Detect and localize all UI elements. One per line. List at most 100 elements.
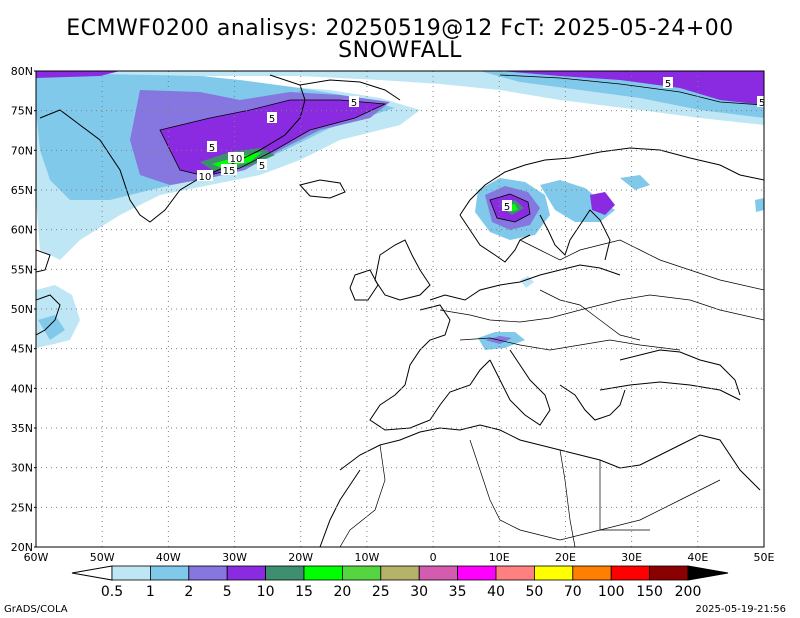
- longitude-label: 30E: [621, 551, 642, 564]
- contour-label-text: 5: [209, 143, 215, 154]
- contour-label-bg: [502, 200, 512, 211]
- contour-label-bg: [663, 77, 673, 88]
- colorbar-swatch: [303, 565, 343, 581]
- latitude-label: 40N: [11, 382, 33, 395]
- contour-label-text: 5: [269, 114, 275, 125]
- colorbar-swatch: [495, 565, 535, 581]
- colorbar-swatch: [188, 565, 228, 581]
- footer-right: 2025-05-19-21:56: [695, 604, 786, 615]
- colorbar-level-label: 2: [184, 584, 194, 600]
- contour-label-bg: [228, 152, 244, 163]
- latitude-labels: 80N 75N 70N 65N 60N 55N 50N 45N 40N 35N 30N 25N 20N: [11, 65, 36, 554]
- colorbar-level-label: 50: [525, 584, 544, 600]
- country-borders: [339, 239, 764, 547]
- longitude-label: 20E: [555, 551, 576, 564]
- contour-label-bg: [207, 141, 217, 152]
- colorbar-level-label: 100: [597, 584, 625, 600]
- latitude-label: 45N: [11, 343, 33, 356]
- contour-label-text: 5: [665, 79, 671, 90]
- colorbar-level-label: 15: [295, 584, 313, 600]
- contour-label: 5: [267, 112, 277, 125]
- colorbar-swatch: [265, 565, 305, 581]
- colorbar-swatch: [380, 565, 420, 581]
- colorbar-level-label: 0.5: [100, 584, 124, 600]
- longitude-label: 10W: [354, 551, 379, 564]
- contour-label-bg: [757, 96, 764, 107]
- contour-label-text: 10: [199, 172, 212, 183]
- contour-label: 10: [197, 170, 213, 183]
- colorbar-level-label: 20: [333, 584, 352, 600]
- contour-label-bg: [197, 170, 213, 181]
- colorbar-swatch: [457, 565, 497, 581]
- colorbar-swatch: [610, 565, 651, 581]
- colorbar-swatch: [534, 565, 574, 581]
- longitude-label: 20W: [288, 551, 313, 564]
- latitude-label: 30N: [11, 462, 33, 475]
- colorbar-level-label: 70: [563, 584, 582, 600]
- contour-label-bg: [267, 112, 277, 123]
- latitude-label: 65N: [11, 184, 33, 197]
- longitude-label: 0: [430, 551, 437, 564]
- footer-left: GrADS/COLA: [4, 604, 68, 615]
- coastlines: [36, 74, 764, 547]
- longitude-label: 50W: [90, 551, 115, 564]
- contour-label: 5: [757, 96, 765, 109]
- contour-label-text: 5: [759, 98, 765, 109]
- colorbar-swatch: [649, 565, 689, 581]
- latitude-label: 60N: [11, 224, 33, 237]
- colorbar-level-label: 25: [371, 584, 390, 600]
- colorbar-level-label: 200: [674, 584, 702, 600]
- contour-label: 10: [228, 152, 244, 165]
- snowfall-shading: [36, 71, 764, 350]
- longitude-labels: 60W 50W 40W 30W 20W 10W 0 10E 20E 30E 40E 50E: [24, 551, 775, 564]
- contour-label-text: 15: [223, 166, 236, 177]
- contour-label: 5: [502, 200, 512, 213]
- latitude-label: 20N: [11, 541, 33, 554]
- contour-label: 15: [221, 164, 237, 177]
- latitude-label: 55N: [11, 263, 33, 276]
- contour-label-text: 5: [351, 98, 357, 109]
- colorbar-swatch: [418, 565, 459, 581]
- colorbar-swatch: [341, 565, 382, 581]
- contour-label: 5: [207, 141, 217, 154]
- map-subtitle: SNOWFALL: [338, 38, 462, 63]
- colorbar-level-label: 35: [448, 584, 467, 600]
- colorbar-level-label: 10: [256, 584, 275, 600]
- colorbar-high-arrow: [687, 565, 729, 581]
- latitude-label: 25N: [11, 501, 33, 514]
- colorbar: [71, 565, 729, 581]
- longitude-label: 30W: [222, 551, 247, 564]
- colorbar-swatch: [111, 565, 151, 581]
- contour-label-text: 10: [230, 154, 243, 165]
- colorbar-low-arrow: [71, 565, 113, 581]
- latitude-label: 50N: [11, 303, 33, 316]
- contour-label-bg: [221, 164, 237, 175]
- contour-label-text: 5: [259, 161, 265, 172]
- colorbar-level-label: 1: [145, 584, 155, 600]
- contour-label: 5: [349, 96, 359, 109]
- longitude-label: 10E: [489, 551, 510, 564]
- colorbar-level-label: 40: [487, 584, 505, 600]
- latitude-label: 35N: [11, 422, 33, 435]
- longitude-label: 60W: [24, 551, 49, 564]
- colorbar-swatch: [149, 565, 190, 581]
- longitude-label: 40E: [687, 551, 708, 564]
- longitude-label: 40W: [156, 551, 181, 564]
- contour-label: 5: [257, 159, 267, 172]
- colorbar-level-label: 30: [410, 584, 429, 600]
- contour-label-text: 5: [504, 202, 510, 213]
- longitude-label: 50E: [754, 551, 775, 564]
- latitude-label: 70N: [11, 144, 33, 157]
- latitude-label: 75N: [11, 105, 33, 118]
- map-title: ECMWF0200 analisys: 20250519@12 FcT: 202…: [66, 16, 734, 41]
- contour-label-bg: [257, 159, 267, 170]
- colorbar-level-label: 150: [636, 584, 663, 600]
- colorbar-level-label: 5: [222, 584, 232, 600]
- contour-label: 5: [663, 77, 673, 90]
- latitude-label: 80N: [11, 65, 33, 78]
- colorbar-swatch: [572, 565, 612, 581]
- contour-label-bg: [349, 96, 359, 107]
